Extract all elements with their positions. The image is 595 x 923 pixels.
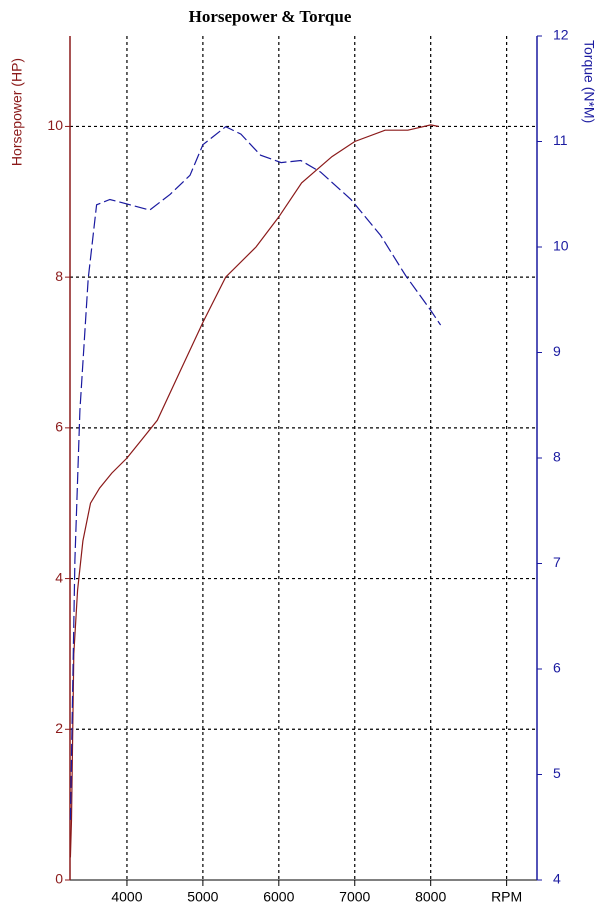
x-tick-label: 6000 xyxy=(263,889,294,905)
y2-tick-label: 11 xyxy=(553,132,568,148)
series-line xyxy=(69,124,439,858)
y2-tick-label: 5 xyxy=(553,765,561,781)
y-tick-label: 4 xyxy=(55,569,63,585)
y2-tick-label: 6 xyxy=(553,660,561,676)
y-tick-label: 6 xyxy=(55,419,63,435)
y2-axis-label: Torque (N*M) xyxy=(581,40,595,123)
chart-title: Horsepower & Torque xyxy=(189,7,352,26)
x-tick-label: 8000 xyxy=(415,889,446,905)
series-line xyxy=(69,125,442,820)
y2-tick-label: 7 xyxy=(553,554,561,570)
y2-tick-label: 12 xyxy=(553,27,569,43)
y2-tick-label: 4 xyxy=(553,871,561,887)
y-tick-label: 8 xyxy=(55,268,63,284)
x-tick-label: 5000 xyxy=(187,889,218,905)
x-tick-label: 7000 xyxy=(339,889,370,905)
y2-tick-label: 8 xyxy=(553,449,561,465)
x-tick-label: 4000 xyxy=(111,889,142,905)
y-tick-label: 0 xyxy=(55,871,63,887)
y2-tick-label: 10 xyxy=(553,238,569,254)
y-tick-label: 2 xyxy=(55,720,63,736)
y-tick-label: 10 xyxy=(47,117,63,133)
y-axis-label: Horsepower (HP) xyxy=(9,58,25,166)
x-tick-label: RPM xyxy=(491,889,522,905)
y2-tick-label: 9 xyxy=(553,343,561,359)
